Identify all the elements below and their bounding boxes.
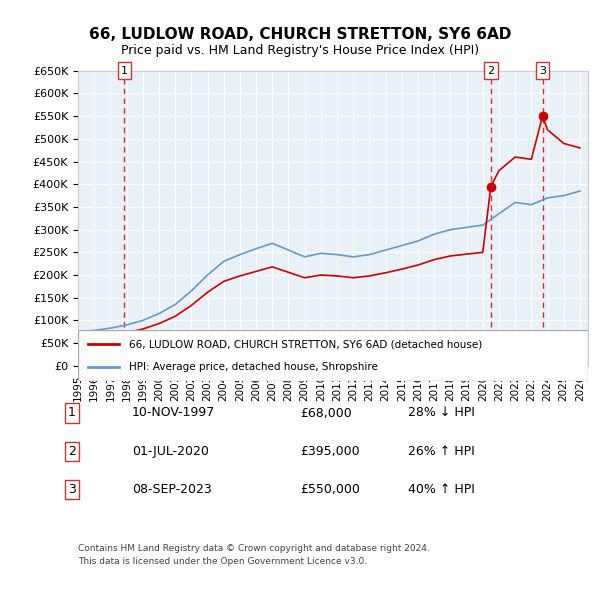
FancyBboxPatch shape [78,330,588,381]
Text: 1: 1 [68,407,76,419]
Text: Contains HM Land Registry data © Crown copyright and database right 2024.: Contains HM Land Registry data © Crown c… [78,545,430,553]
Text: 2: 2 [487,66,494,76]
Text: 3: 3 [539,66,546,76]
Text: £395,000: £395,000 [300,445,359,458]
Text: 26% ↑ HPI: 26% ↑ HPI [408,445,475,458]
Text: 01-JUL-2020: 01-JUL-2020 [132,445,209,458]
Text: This data is licensed under the Open Government Licence v3.0.: This data is licensed under the Open Gov… [78,558,367,566]
Text: 1: 1 [121,66,128,76]
Text: 3: 3 [68,483,76,496]
Text: 10-NOV-1997: 10-NOV-1997 [132,407,215,419]
Text: £68,000: £68,000 [300,407,352,419]
Text: 08-SEP-2023: 08-SEP-2023 [132,483,212,496]
Text: 28% ↓ HPI: 28% ↓ HPI [408,407,475,419]
Text: 2: 2 [68,445,76,458]
Text: HPI: Average price, detached house, Shropshire: HPI: Average price, detached house, Shro… [129,362,378,372]
Text: 66, LUDLOW ROAD, CHURCH STRETTON, SY6 6AD: 66, LUDLOW ROAD, CHURCH STRETTON, SY6 6A… [89,27,511,41]
Text: Price paid vs. HM Land Registry's House Price Index (HPI): Price paid vs. HM Land Registry's House … [121,44,479,57]
Text: 40% ↑ HPI: 40% ↑ HPI [408,483,475,496]
Text: 66, LUDLOW ROAD, CHURCH STRETTON, SY6 6AD (detached house): 66, LUDLOW ROAD, CHURCH STRETTON, SY6 6A… [129,339,482,349]
Text: £550,000: £550,000 [300,483,360,496]
